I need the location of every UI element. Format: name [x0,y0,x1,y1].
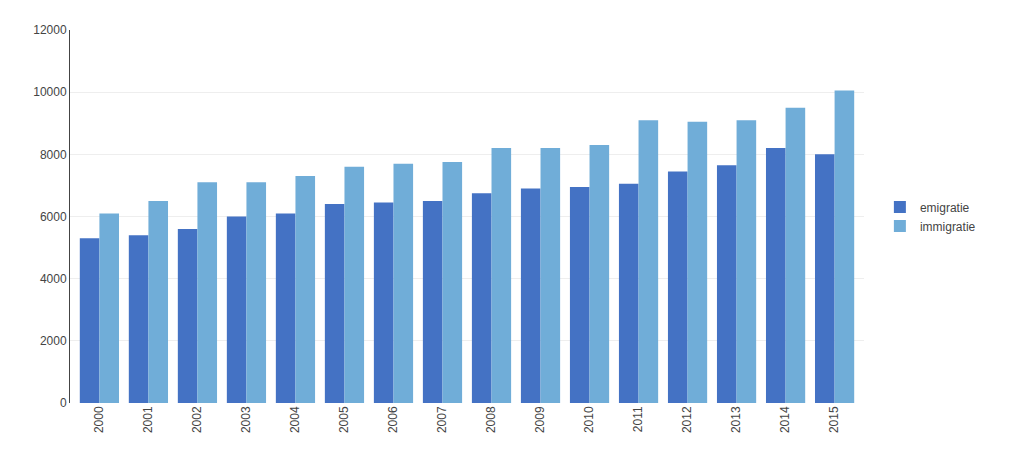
svg-text:2002: 2002 [190,406,204,433]
svg-text:10000: 10000 [33,85,67,99]
svg-text:6000: 6000 [40,210,67,224]
svg-text:2006: 2006 [386,406,400,433]
svg-text:2001: 2001 [141,406,155,433]
svg-text:2004: 2004 [288,406,302,433]
svg-text:12000: 12000 [33,23,67,37]
svg-text:2005: 2005 [337,406,351,433]
svg-text:2011: 2011 [631,406,645,432]
svg-text:0: 0 [60,396,67,410]
svg-text:2000: 2000 [92,406,106,433]
svg-text:2009: 2009 [533,406,547,433]
svg-text:2014: 2014 [778,406,792,433]
svg-text:2000: 2000 [40,334,67,348]
svg-text:immigratie: immigratie [920,220,976,234]
svg-text:2013: 2013 [729,406,743,433]
svg-text:8000: 8000 [40,148,67,162]
svg-text:2007: 2007 [435,406,449,433]
svg-text:2010: 2010 [582,406,596,433]
svg-text:emigratie: emigratie [920,201,970,215]
svg-text:4000: 4000 [40,272,67,286]
svg-text:2012: 2012 [680,406,694,433]
svg-text:2003: 2003 [239,406,253,433]
svg-text:2008: 2008 [484,406,498,433]
svg-text:2015: 2015 [827,406,841,433]
